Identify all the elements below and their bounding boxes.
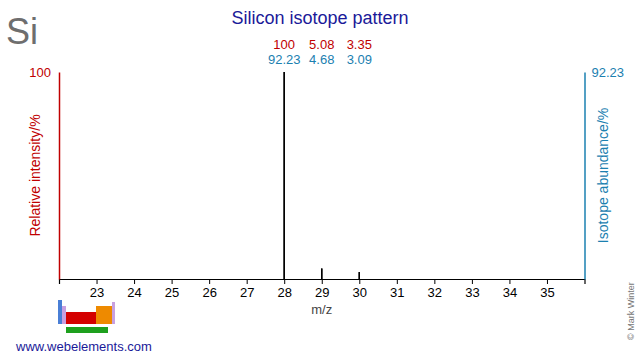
tick-label: 34 bbox=[503, 285, 517, 300]
bar bbox=[321, 268, 322, 279]
tick: 25 bbox=[165, 279, 179, 300]
tick: 34 bbox=[503, 279, 517, 300]
bar bbox=[284, 72, 285, 279]
tick: 32 bbox=[428, 279, 442, 300]
tick: 100 bbox=[29, 65, 59, 80]
x-axis: 23 24 25 26 27 28 29 30 31 32 33 34 35 bbox=[60, 279, 586, 300]
tick-mark bbox=[284, 279, 285, 284]
tick-mark bbox=[547, 279, 548, 284]
icon-block bbox=[112, 302, 115, 324]
tick-mark bbox=[97, 279, 98, 284]
icon-block bbox=[66, 312, 96, 324]
tick: 29 bbox=[315, 279, 329, 300]
tick: 24 bbox=[127, 279, 141, 300]
tick-mark bbox=[172, 279, 173, 284]
axis-line bbox=[59, 73, 61, 280]
tick-mark bbox=[322, 279, 323, 284]
icon-block bbox=[58, 300, 62, 324]
tick-label: 24 bbox=[127, 285, 141, 300]
source: www.webelements.com bbox=[15, 339, 152, 354]
tick-label: 25 bbox=[165, 285, 179, 300]
tick-label: 29 bbox=[315, 285, 329, 300]
icon-block bbox=[66, 327, 108, 333]
tick-mark bbox=[209, 279, 210, 284]
tick: 92.23 bbox=[585, 65, 625, 80]
bar bbox=[359, 272, 360, 279]
tick: 27 bbox=[240, 279, 254, 300]
data-label: 92.23 bbox=[268, 52, 301, 67]
tick: 33 bbox=[465, 279, 479, 300]
data-label: 5.08 bbox=[309, 37, 334, 52]
tick-label: 23 bbox=[90, 285, 104, 300]
tick-mark bbox=[397, 279, 398, 284]
icon-block bbox=[96, 306, 114, 324]
tick-mark bbox=[509, 279, 510, 284]
axis-line bbox=[584, 73, 586, 280]
tick-label: 30 bbox=[353, 285, 367, 300]
y2-axis-title: Isotope abundance/% bbox=[595, 108, 611, 243]
credit: © Mark Winter bbox=[626, 282, 636, 340]
tick-label: 27 bbox=[240, 285, 254, 300]
tick: 28 bbox=[277, 279, 291, 300]
tick-mark bbox=[359, 279, 360, 284]
element-symbol: Si bbox=[6, 11, 38, 52]
tick-label: 26 bbox=[202, 285, 216, 300]
tick-label: 28 bbox=[277, 285, 291, 300]
axis-line bbox=[60, 280, 586, 285]
tick-label: 32 bbox=[428, 285, 442, 300]
periodic-table-icon bbox=[58, 300, 115, 333]
tick-mark bbox=[434, 279, 435, 284]
tick-label: 33 bbox=[465, 285, 479, 300]
chart: Si Silicon isotope pattern 100 5.08 3.35 92.2… bbox=[0, 0, 640, 360]
bar bbox=[359, 272, 360, 279]
tick-mark bbox=[247, 279, 248, 284]
y2-axis: 92.23 bbox=[585, 65, 625, 280]
tick: 26 bbox=[202, 279, 216, 300]
tick-label: 100 bbox=[29, 65, 51, 80]
tick: 31 bbox=[390, 279, 404, 300]
tick-mark bbox=[472, 279, 473, 284]
plot-area bbox=[284, 72, 360, 279]
x-axis-title: m/z bbox=[311, 302, 332, 317]
data-label: 3.35 bbox=[347, 37, 372, 52]
icon-block bbox=[62, 306, 66, 324]
bar bbox=[321, 268, 322, 279]
tick: 23 bbox=[90, 279, 104, 300]
y-axis-title: Relative intensity/% bbox=[27, 114, 43, 236]
data-label: 4.68 bbox=[309, 52, 334, 67]
tick: 35 bbox=[540, 279, 554, 300]
tick-label: 31 bbox=[390, 285, 404, 300]
data-label: 100 bbox=[273, 37, 295, 52]
tick-label: 92.23 bbox=[592, 65, 625, 80]
title: Silicon isotope pattern bbox=[231, 8, 408, 28]
tick: 30 bbox=[353, 279, 367, 300]
tick-mark bbox=[134, 279, 135, 284]
tick-label: 35 bbox=[540, 285, 554, 300]
data-label: 3.09 bbox=[347, 52, 372, 67]
bar bbox=[284, 72, 285, 279]
